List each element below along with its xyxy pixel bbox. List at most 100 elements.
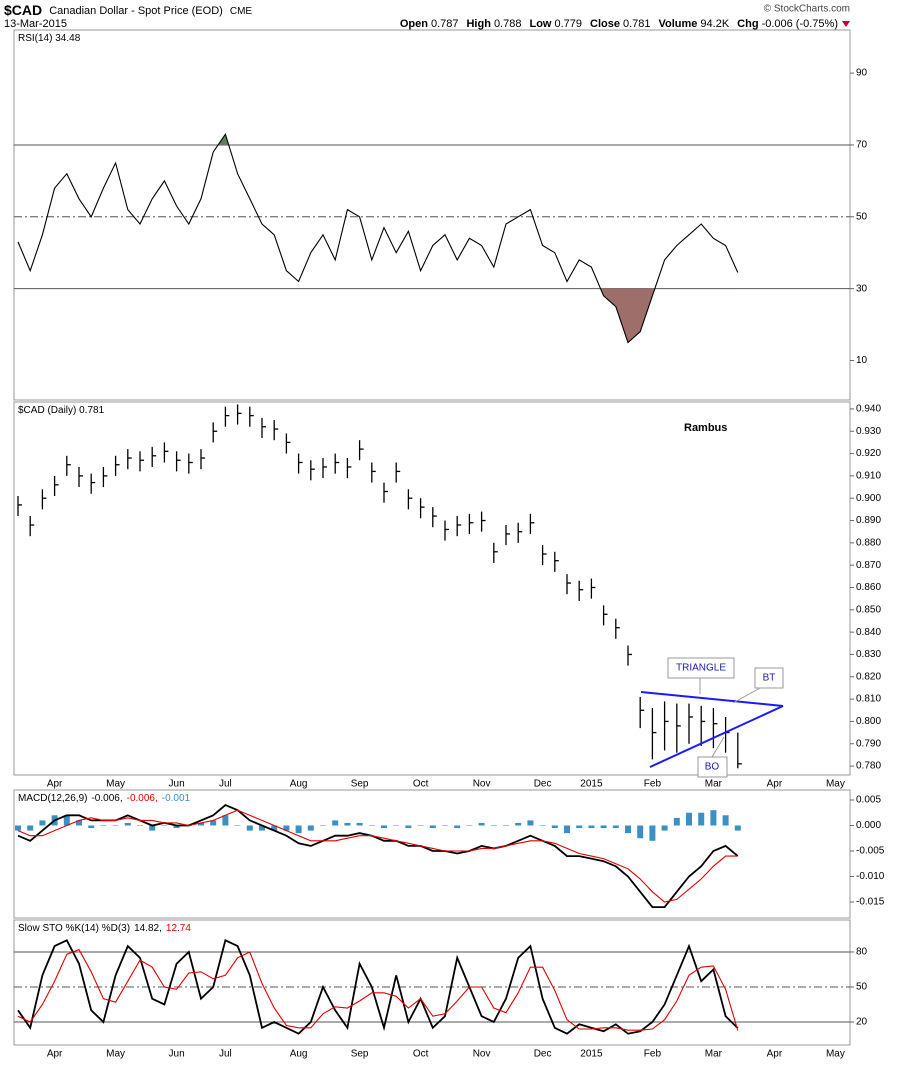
histogram-bar (246, 825, 253, 831)
histogram-bar (551, 825, 558, 829)
y-tick-label: 0.940 (856, 404, 881, 415)
histogram-bar (442, 825, 448, 826)
label-box (754, 667, 784, 689)
x-tick-label: Jun (169, 779, 185, 790)
histogram-bar (661, 825, 668, 831)
x-tick-label: Sep (351, 779, 369, 790)
histogram-bar (527, 820, 534, 826)
histogram-bar (381, 825, 387, 829)
quote-value: 0.779 (554, 18, 582, 30)
title: RSI(14) 34.48 (18, 33, 81, 44)
histogram-bar (429, 825, 436, 829)
quote-label: Close (590, 18, 620, 30)
x-tick-label: Sep (351, 1049, 369, 1060)
down-arrow (842, 21, 850, 27)
y-tick-label: 0.790 (856, 738, 881, 749)
histogram-bar (600, 825, 607, 829)
y-tick-label: 0.880 (856, 537, 881, 548)
annotation: BT (763, 673, 776, 684)
histogram-bar (466, 825, 473, 826)
y-tick-label: 0.840 (856, 627, 881, 638)
panel-title: RSI(14) 34.48 (18, 33, 81, 44)
title: Slow STO %K(14) %D(3) (18, 923, 130, 934)
histogram-bar (100, 825, 107, 826)
pointer (711, 736, 725, 758)
x-tick-label: Feb (644, 1049, 662, 1060)
histogram-bar (612, 825, 619, 829)
histogram-bar (210, 820, 217, 826)
histogram-bar (649, 825, 656, 841)
x-tick-label: May (826, 1049, 845, 1060)
histogram-bar (15, 825, 21, 831)
quote-value: 0.788 (494, 18, 522, 30)
annotation: Rambus (684, 422, 727, 434)
title: $CAD (Daily) 0.781 (18, 405, 105, 416)
x-tick-label: Aug (290, 779, 308, 790)
histogram-bar (417, 825, 424, 826)
y-tick-label: 0.850 (856, 604, 881, 615)
histogram-bar (173, 825, 180, 829)
x-tick-label: Dec (534, 1049, 552, 1060)
quote-value: 94.2K (700, 18, 729, 30)
histogram-bar (283, 825, 290, 831)
legend-value: -0.006, (127, 793, 158, 804)
histogram-bar (39, 820, 46, 826)
histogram-bar (112, 825, 119, 826)
y-tick-label: 50 (856, 982, 868, 993)
y-tick-label: 0.810 (856, 694, 881, 705)
y-tick-label: 90 (856, 68, 868, 79)
date: 13-Mar-2015 (4, 18, 67, 30)
histogram-bar (686, 812, 692, 826)
histogram-bar (454, 825, 461, 829)
histogram-bar (722, 815, 729, 826)
line (17, 939, 739, 1035)
x-tick-label: Mar (705, 1049, 723, 1060)
histogram-bar (307, 825, 314, 831)
title: MACD(12,26,9) (18, 793, 87, 804)
instrument-name: Canadian Dollar - Spot Price (EOD) (49, 5, 223, 17)
x-tick-label: Oct (413, 1049, 429, 1060)
oversold-fill (18, 288, 738, 343)
histogram-bar (576, 825, 583, 829)
legend-value: -0.001 (162, 793, 191, 804)
x-tick-label: Nov (473, 1049, 491, 1060)
quote-label: High (466, 18, 491, 30)
quote-value: 0.787 (431, 18, 459, 30)
histogram-bar (63, 815, 70, 826)
x-tick-label: Oct (413, 779, 429, 790)
x-tick-label: Jul (219, 1049, 232, 1060)
histogram-bar (588, 825, 595, 829)
panel-title: MACD(12,26,9) -0.006, -0.006, -0.001 (18, 793, 191, 804)
y-tick-label: 0.870 (856, 560, 881, 571)
y-tick-label: -0.015 (856, 897, 885, 908)
annotation: TRIANGLE (676, 663, 726, 674)
line (17, 132, 739, 344)
x-tick-label: Nov (473, 779, 491, 790)
header: $CAD Canadian Dollar - Spot Price (EOD) … (4, 2, 252, 18)
y-tick-label: 10 (856, 355, 868, 366)
histogram-bar (564, 825, 570, 834)
histogram-bar (393, 825, 400, 826)
y-tick-label: 0.890 (856, 515, 881, 526)
histogram-bar (356, 822, 363, 826)
symbol: $CAD (4, 2, 42, 18)
legend-value: 12.74 (166, 923, 191, 934)
quote-value: 0.781 (623, 18, 651, 30)
histogram-bar (137, 825, 143, 826)
histogram-bar (710, 810, 717, 826)
histogram-bar (76, 820, 82, 826)
y-tick-label: 0.910 (856, 471, 881, 482)
annotation: BO (705, 762, 720, 773)
legend-value: -0.006, (91, 793, 122, 804)
histogram-bar (27, 825, 34, 831)
histogram-bar (198, 822, 204, 826)
x-tick-label: Jun (169, 1049, 185, 1060)
quote-value: -0.006 (-0.75%) (762, 18, 838, 30)
y-tick-label: 70 (856, 140, 868, 151)
y-tick-label: 0.800 (856, 716, 881, 727)
histogram-bar (344, 822, 351, 826)
histogram-bar (515, 822, 522, 826)
quote-label: Chg (737, 18, 758, 30)
histogram-bar (368, 825, 375, 826)
